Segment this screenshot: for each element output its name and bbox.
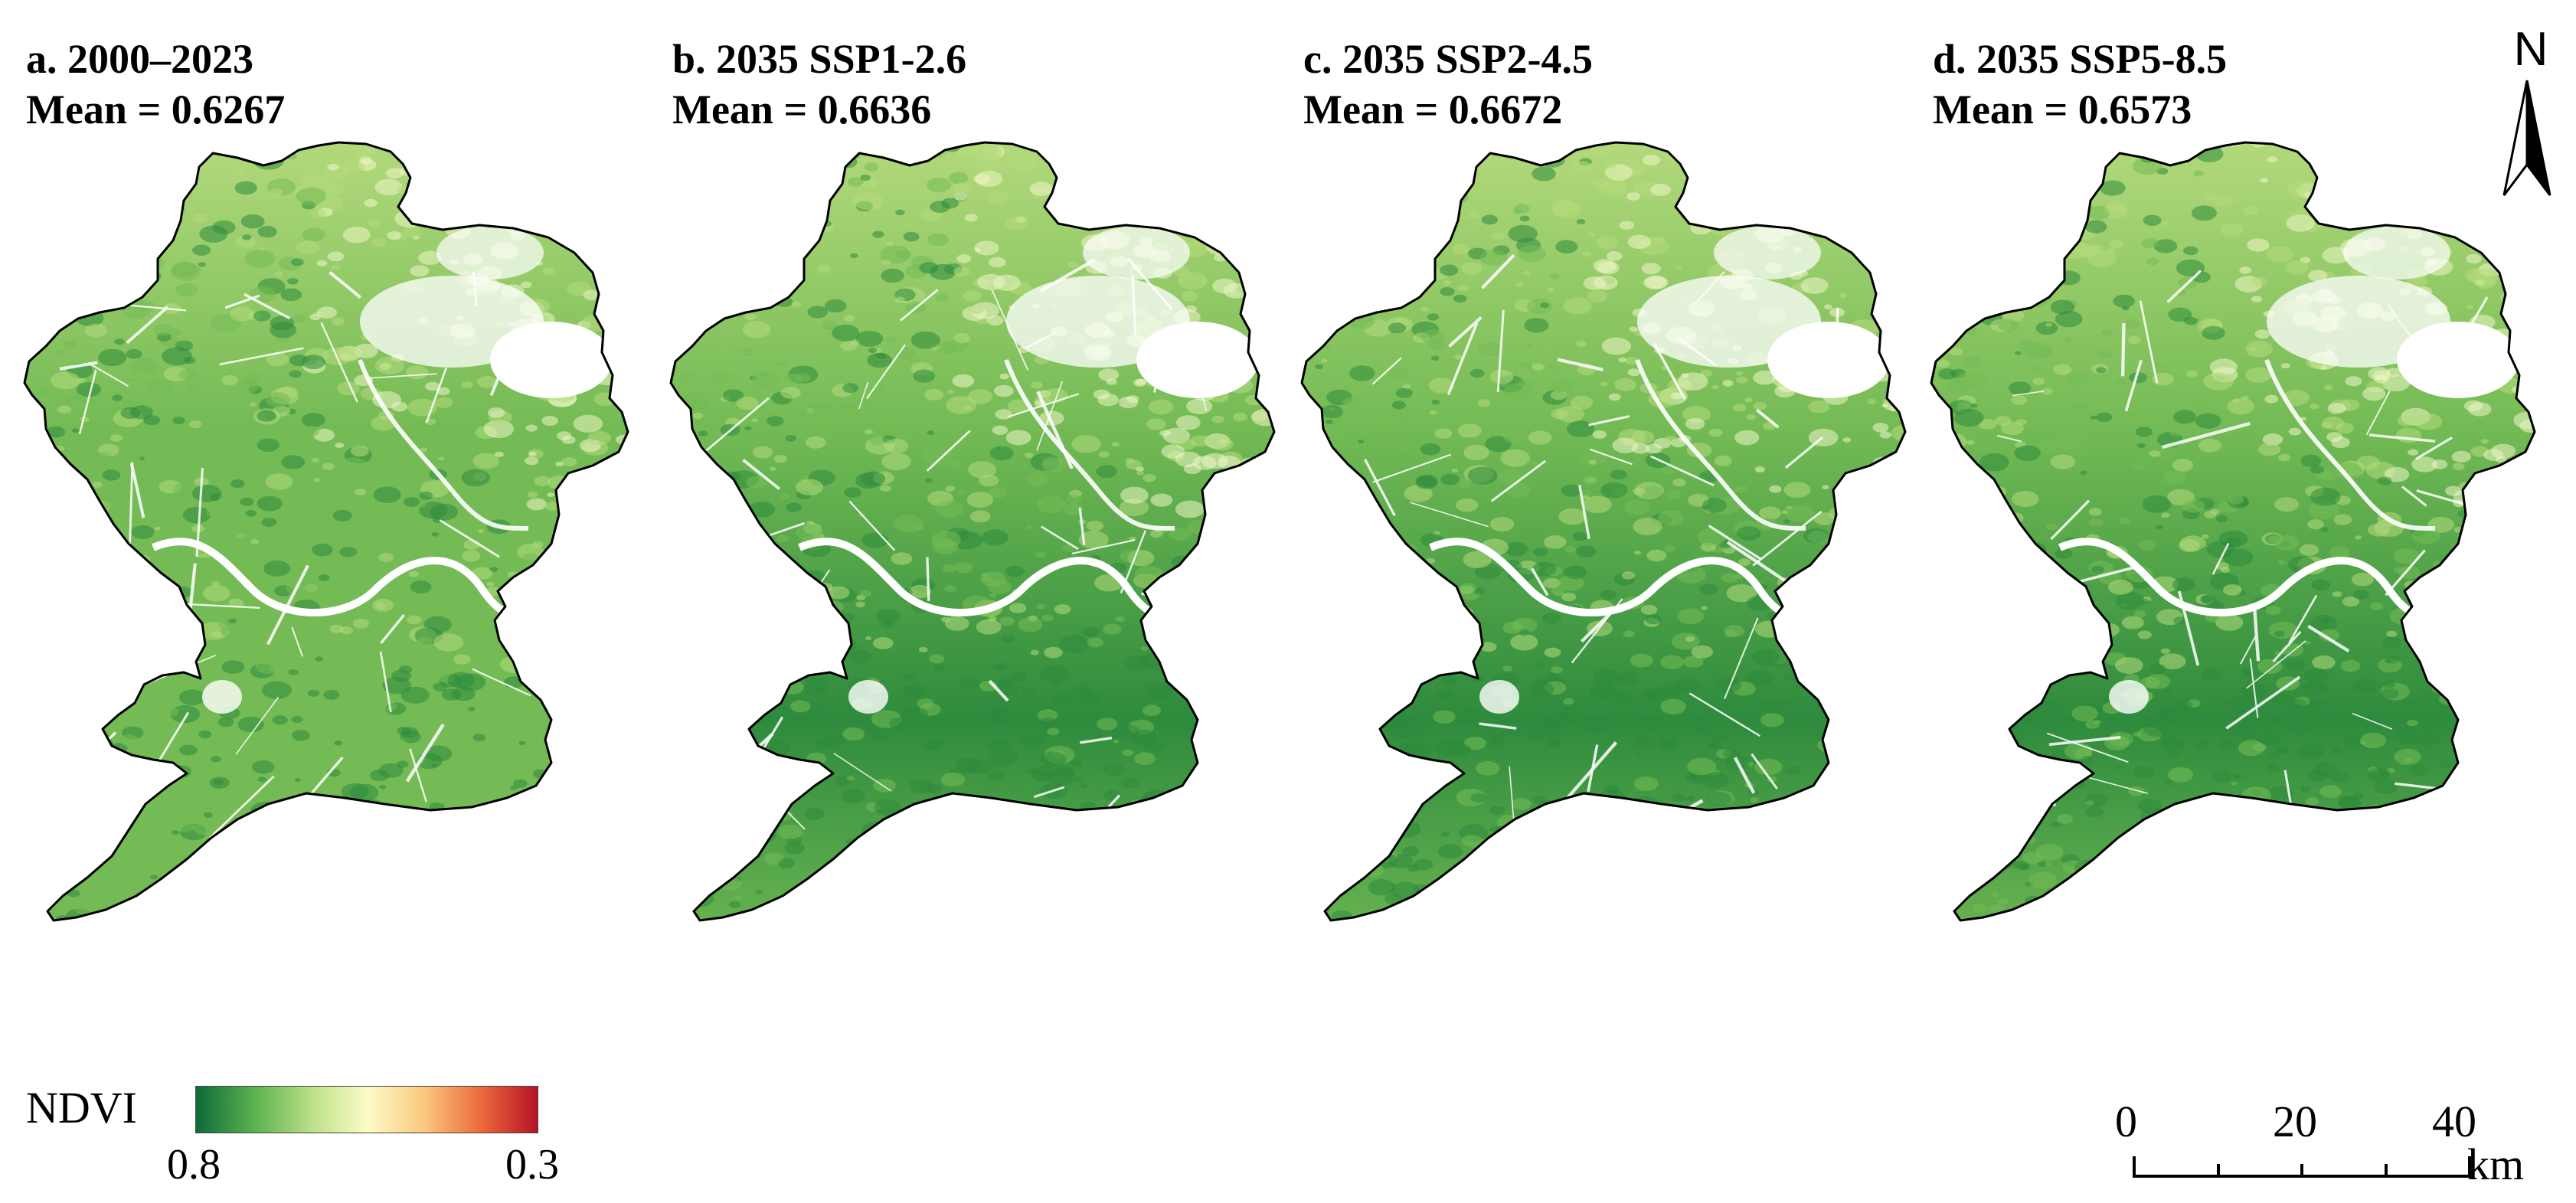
north-label: N (2513, 23, 2548, 76)
panel-a-title: a. 2000–2023 (26, 36, 253, 82)
scale-label-0: 0 (2115, 1097, 2137, 1146)
panel-b-heading: b. 2035 SSP1-2.6 Mean = 0.6636 (672, 34, 966, 135)
study-area-boundary (669, 141, 1276, 922)
scale-bar (2133, 1156, 2471, 1178)
panel-c-title: c. 2035 SSP2-4.5 (1303, 36, 1593, 82)
panel-a-heading: a. 2000–2023 Mean = 0.6267 (26, 34, 285, 135)
scale-unit: km (2467, 1139, 2525, 1189)
panel-d-title: d. 2035 SSP5-8.5 (1933, 36, 2228, 82)
legend-title: NDVI (26, 1083, 137, 1133)
panel-b-map (669, 141, 1276, 922)
legend-max-label: 0.3 (505, 1141, 559, 1188)
panel-d-heading: d. 2035 SSP5-8.5 Mean = 0.6573 (1933, 34, 2227, 135)
legend-color-ramp (195, 1086, 538, 1133)
study-area-boundary (1300, 141, 1907, 922)
legend-min-label: 0.8 (167, 1141, 221, 1188)
scale-label-20: 20 (2273, 1097, 2317, 1146)
panel-c-heading: c. 2035 SSP2-4.5 Mean = 0.6672 (1303, 34, 1593, 135)
panel-c-mean: Mean = 0.6672 (1303, 87, 1563, 132)
panel-b-title: b. 2035 SSP1-2.6 (672, 36, 967, 82)
panel-c-map (1300, 141, 1907, 922)
panel-b-mean: Mean = 0.6636 (672, 87, 932, 132)
north-arrow-icon (2502, 80, 2551, 196)
study-area-boundary (23, 141, 629, 922)
panel-d-mean: Mean = 0.6573 (1933, 87, 2192, 132)
panel-a-mean: Mean = 0.6267 (26, 87, 286, 132)
panel-a-map (23, 141, 629, 922)
study-area-boundary (1930, 141, 2536, 922)
panel-d-map (1930, 141, 2536, 922)
scale-label-40: 40 (2432, 1097, 2476, 1146)
